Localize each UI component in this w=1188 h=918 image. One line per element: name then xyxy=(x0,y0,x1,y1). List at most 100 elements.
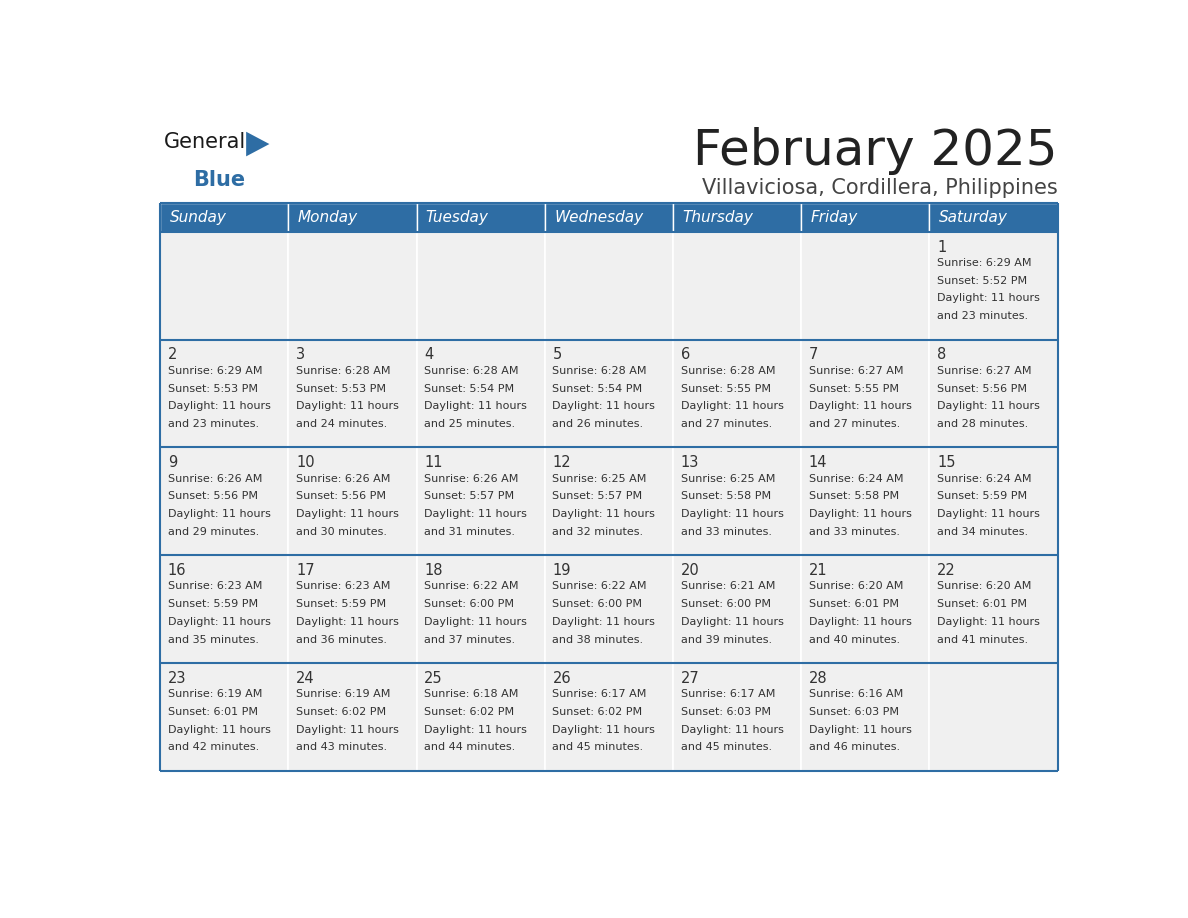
Text: and 38 minutes.: and 38 minutes. xyxy=(552,634,644,644)
Text: Sunset: 5:56 PM: Sunset: 5:56 PM xyxy=(296,491,386,501)
Text: Daylight: 11 hours: Daylight: 11 hours xyxy=(424,401,527,411)
Text: Daylight: 11 hours: Daylight: 11 hours xyxy=(296,401,399,411)
Text: Sunrise: 6:23 AM: Sunrise: 6:23 AM xyxy=(168,581,263,591)
Bar xyxy=(160,203,289,232)
Text: Sunrise: 6:17 AM: Sunrise: 6:17 AM xyxy=(552,689,647,700)
Bar xyxy=(672,555,801,663)
Text: Villaviciosa, Cordillera, Philippines: Villaviciosa, Cordillera, Philippines xyxy=(702,178,1057,198)
Text: Sunrise: 6:28 AM: Sunrise: 6:28 AM xyxy=(296,365,391,375)
Bar xyxy=(801,447,929,555)
Text: Daylight: 11 hours: Daylight: 11 hours xyxy=(937,509,1040,519)
Text: and 43 minutes.: and 43 minutes. xyxy=(296,743,387,753)
Text: 19: 19 xyxy=(552,563,571,578)
Text: 28: 28 xyxy=(809,671,828,686)
Text: 17: 17 xyxy=(296,563,315,578)
Text: Daylight: 11 hours: Daylight: 11 hours xyxy=(424,509,527,519)
Text: Blue: Blue xyxy=(194,170,246,190)
Text: Sunday: Sunday xyxy=(170,209,226,225)
Bar xyxy=(417,447,545,555)
Text: and 26 minutes.: and 26 minutes. xyxy=(552,419,644,429)
Bar xyxy=(289,232,417,340)
Text: and 33 minutes.: and 33 minutes. xyxy=(681,527,772,537)
Text: and 44 minutes.: and 44 minutes. xyxy=(424,743,516,753)
Text: 23: 23 xyxy=(168,671,187,686)
Text: Sunset: 5:53 PM: Sunset: 5:53 PM xyxy=(168,384,258,394)
Text: 18: 18 xyxy=(424,563,443,578)
Text: Sunrise: 6:29 AM: Sunrise: 6:29 AM xyxy=(168,365,263,375)
Bar xyxy=(289,447,417,555)
Text: Sunrise: 6:24 AM: Sunrise: 6:24 AM xyxy=(809,474,903,484)
Text: and 34 minutes.: and 34 minutes. xyxy=(937,527,1029,537)
Text: Daylight: 11 hours: Daylight: 11 hours xyxy=(168,617,271,627)
Bar xyxy=(417,203,545,232)
Text: and 23 minutes.: and 23 minutes. xyxy=(168,419,259,429)
Text: Sunset: 6:03 PM: Sunset: 6:03 PM xyxy=(809,707,899,717)
Text: Daylight: 11 hours: Daylight: 11 hours xyxy=(168,401,271,411)
Text: Sunrise: 6:18 AM: Sunrise: 6:18 AM xyxy=(424,689,519,700)
Text: Daylight: 11 hours: Daylight: 11 hours xyxy=(809,401,911,411)
Text: and 33 minutes.: and 33 minutes. xyxy=(809,527,901,537)
Bar xyxy=(289,555,417,663)
Text: 10: 10 xyxy=(296,455,315,470)
Text: Daylight: 11 hours: Daylight: 11 hours xyxy=(296,724,399,734)
Text: Daylight: 11 hours: Daylight: 11 hours xyxy=(168,724,271,734)
Bar xyxy=(545,203,672,232)
Bar xyxy=(801,232,929,340)
Text: Sunrise: 6:26 AM: Sunrise: 6:26 AM xyxy=(168,474,263,484)
Bar xyxy=(929,203,1057,232)
Text: 24: 24 xyxy=(296,671,315,686)
Text: Sunset: 5:59 PM: Sunset: 5:59 PM xyxy=(168,599,258,610)
Text: Saturday: Saturday xyxy=(939,209,1007,225)
Bar xyxy=(417,340,545,447)
Text: Daylight: 11 hours: Daylight: 11 hours xyxy=(681,617,784,627)
Text: Sunset: 5:55 PM: Sunset: 5:55 PM xyxy=(809,384,899,394)
Text: Sunrise: 6:25 AM: Sunrise: 6:25 AM xyxy=(681,474,775,484)
Text: Daylight: 11 hours: Daylight: 11 hours xyxy=(296,617,399,627)
Bar xyxy=(160,232,289,340)
Text: Daylight: 11 hours: Daylight: 11 hours xyxy=(552,509,656,519)
Text: and 45 minutes.: and 45 minutes. xyxy=(552,743,644,753)
Text: Sunset: 5:57 PM: Sunset: 5:57 PM xyxy=(552,491,643,501)
Text: Daylight: 11 hours: Daylight: 11 hours xyxy=(937,294,1040,304)
Text: Daylight: 11 hours: Daylight: 11 hours xyxy=(681,401,784,411)
Text: Sunset: 5:54 PM: Sunset: 5:54 PM xyxy=(424,384,514,394)
Text: Daylight: 11 hours: Daylight: 11 hours xyxy=(552,401,656,411)
Bar xyxy=(160,340,289,447)
Text: and 23 minutes.: and 23 minutes. xyxy=(937,311,1029,321)
Text: Daylight: 11 hours: Daylight: 11 hours xyxy=(296,509,399,519)
Text: 14: 14 xyxy=(809,455,827,470)
Text: Sunrise: 6:25 AM: Sunrise: 6:25 AM xyxy=(552,474,647,484)
Text: Sunrise: 6:19 AM: Sunrise: 6:19 AM xyxy=(296,689,391,700)
Text: Sunrise: 6:24 AM: Sunrise: 6:24 AM xyxy=(937,474,1031,484)
Text: and 37 minutes.: and 37 minutes. xyxy=(424,634,516,644)
Text: Sunset: 5:59 PM: Sunset: 5:59 PM xyxy=(937,491,1028,501)
Text: 25: 25 xyxy=(424,671,443,686)
Text: and 30 minutes.: and 30 minutes. xyxy=(296,527,387,537)
Text: Sunset: 5:56 PM: Sunset: 5:56 PM xyxy=(937,384,1028,394)
Bar xyxy=(545,447,672,555)
Text: and 40 minutes.: and 40 minutes. xyxy=(809,634,901,644)
Text: and 27 minutes.: and 27 minutes. xyxy=(681,419,772,429)
Bar xyxy=(672,203,801,232)
Polygon shape xyxy=(246,131,270,156)
Text: Daylight: 11 hours: Daylight: 11 hours xyxy=(168,509,271,519)
Text: Daylight: 11 hours: Daylight: 11 hours xyxy=(424,724,527,734)
Text: Sunset: 5:53 PM: Sunset: 5:53 PM xyxy=(296,384,386,394)
Text: and 24 minutes.: and 24 minutes. xyxy=(296,419,387,429)
Text: Sunrise: 6:21 AM: Sunrise: 6:21 AM xyxy=(681,581,775,591)
Text: Sunset: 6:02 PM: Sunset: 6:02 PM xyxy=(552,707,643,717)
Text: and 27 minutes.: and 27 minutes. xyxy=(809,419,901,429)
Text: Tuesday: Tuesday xyxy=(425,209,488,225)
Text: Friday: Friday xyxy=(810,209,858,225)
Text: Sunset: 6:01 PM: Sunset: 6:01 PM xyxy=(809,599,899,610)
Text: and 29 minutes.: and 29 minutes. xyxy=(168,527,259,537)
Bar xyxy=(672,447,801,555)
Text: Sunrise: 6:28 AM: Sunrise: 6:28 AM xyxy=(424,365,519,375)
Text: Sunrise: 6:17 AM: Sunrise: 6:17 AM xyxy=(681,689,775,700)
Text: 5: 5 xyxy=(552,347,562,363)
Text: 21: 21 xyxy=(809,563,828,578)
Text: and 41 minutes.: and 41 minutes. xyxy=(937,634,1029,644)
Text: Sunrise: 6:27 AM: Sunrise: 6:27 AM xyxy=(809,365,903,375)
Text: Sunset: 5:52 PM: Sunset: 5:52 PM xyxy=(937,275,1028,285)
Text: and 42 minutes.: and 42 minutes. xyxy=(168,743,259,753)
